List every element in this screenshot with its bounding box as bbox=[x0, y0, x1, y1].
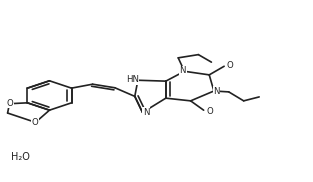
Text: H₂O: H₂O bbox=[11, 152, 30, 162]
Text: N: N bbox=[180, 66, 186, 75]
Text: N: N bbox=[213, 87, 220, 96]
Text: N: N bbox=[143, 108, 150, 117]
Text: O: O bbox=[207, 107, 213, 116]
Text: O: O bbox=[227, 61, 234, 70]
Text: O: O bbox=[7, 99, 13, 108]
Text: O: O bbox=[32, 118, 38, 127]
Text: HN: HN bbox=[126, 75, 139, 84]
